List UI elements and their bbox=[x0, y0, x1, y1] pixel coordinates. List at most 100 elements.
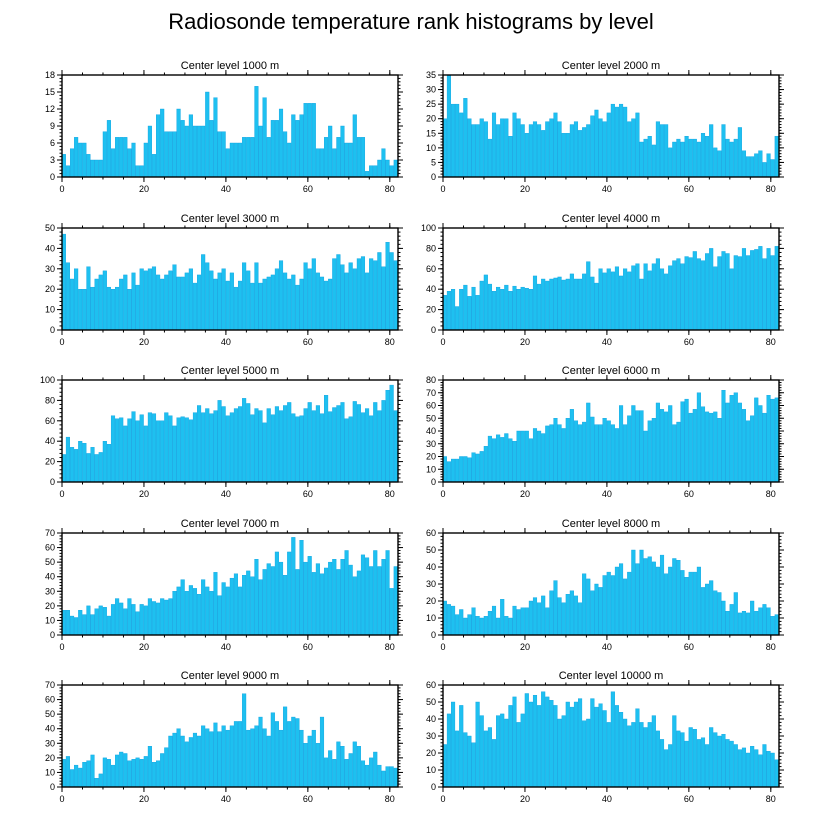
histogram-bar bbox=[524, 430, 529, 483]
histogram-bar bbox=[115, 598, 120, 636]
histogram-bar bbox=[672, 141, 677, 178]
histogram-bar bbox=[508, 705, 513, 788]
histogram-bar bbox=[549, 118, 554, 178]
x-tick-label: 60 bbox=[684, 642, 694, 652]
histogram-bar bbox=[262, 97, 267, 178]
y-tick-label: 0 bbox=[431, 782, 436, 792]
histogram-bar bbox=[340, 264, 345, 331]
histogram-bar bbox=[684, 577, 689, 636]
y-tick-label: 60 bbox=[426, 680, 436, 690]
histogram-bar bbox=[385, 550, 390, 636]
histogram-bar bbox=[561, 602, 566, 636]
histogram-bar bbox=[229, 725, 234, 788]
histogram-bar bbox=[619, 103, 624, 178]
histogram-bar bbox=[737, 749, 742, 788]
histogram-bar bbox=[283, 405, 288, 483]
histogram-bar bbox=[754, 397, 759, 483]
histogram-bar bbox=[123, 608, 128, 636]
histogram-bar bbox=[729, 395, 734, 483]
histogram-bar bbox=[348, 416, 353, 483]
histogram-bar bbox=[115, 418, 120, 483]
histogram-bar bbox=[295, 120, 300, 178]
y-tick-label: 10 bbox=[426, 464, 436, 474]
histogram-bar bbox=[504, 118, 509, 178]
histogram-bar bbox=[709, 580, 714, 636]
histogram-bar bbox=[369, 258, 374, 331]
histogram-bar bbox=[69, 447, 75, 483]
histogram-bar bbox=[655, 258, 660, 331]
histogram-bar bbox=[160, 420, 165, 483]
histogram-bar bbox=[545, 696, 550, 788]
histogram-bar bbox=[262, 569, 267, 636]
histogram-bar bbox=[610, 691, 615, 788]
x-tick-label: 0 bbox=[59, 489, 64, 499]
y-tick-label: 10 bbox=[45, 305, 55, 315]
y-tick-label: 100 bbox=[40, 375, 55, 385]
panel-title: Center level 10000 m bbox=[559, 670, 664, 682]
histogram-bar bbox=[746, 752, 751, 788]
histogram-bar bbox=[377, 252, 382, 331]
y-tick-label: 30 bbox=[426, 731, 436, 741]
histogram-bar bbox=[709, 124, 714, 178]
histogram-bar bbox=[496, 715, 501, 788]
histogram-bar bbox=[188, 585, 193, 636]
histogram-bar bbox=[479, 280, 484, 331]
histogram-bar bbox=[524, 133, 529, 178]
x-tick-label: 60 bbox=[684, 184, 694, 194]
histogram-bar bbox=[266, 408, 271, 483]
histogram-bar bbox=[270, 414, 275, 483]
histogram-bar bbox=[758, 150, 763, 178]
histogram-bar bbox=[151, 266, 157, 331]
histogram-bar bbox=[176, 417, 181, 483]
histogram-bar bbox=[475, 124, 480, 178]
histogram-bar bbox=[393, 260, 398, 331]
histogram-bar bbox=[94, 159, 99, 178]
histogram-bar bbox=[65, 610, 70, 636]
histogram-bar bbox=[578, 278, 583, 331]
histogram-bar bbox=[717, 592, 722, 636]
histogram-bar bbox=[110, 764, 116, 788]
histogram-bar bbox=[614, 566, 619, 636]
histogram-bar bbox=[119, 137, 124, 178]
histogram-bar bbox=[147, 746, 152, 788]
panel-title: Center level 2000 m bbox=[562, 60, 660, 72]
panel-title: Center level 8000 m bbox=[562, 518, 660, 530]
histogram-bar bbox=[647, 556, 652, 636]
histogram-bar bbox=[762, 258, 767, 331]
histogram-bar bbox=[705, 253, 710, 331]
histogram-bar bbox=[246, 270, 251, 331]
histogram-bar bbox=[557, 276, 562, 331]
histogram-bar bbox=[168, 598, 173, 636]
histogram-bar bbox=[143, 756, 148, 788]
x-tick-label: 20 bbox=[139, 337, 149, 347]
histogram-bar bbox=[188, 419, 193, 483]
histogram-bar bbox=[553, 112, 558, 178]
histogram-bar bbox=[217, 400, 222, 483]
histogram-bar bbox=[188, 114, 193, 178]
histogram-bar bbox=[205, 91, 210, 178]
histogram-bar bbox=[311, 258, 316, 331]
histogram-bar bbox=[274, 406, 279, 483]
histogram-bar bbox=[614, 106, 619, 178]
histogram-bar bbox=[82, 614, 87, 636]
histogram-bar bbox=[721, 600, 726, 636]
histogram-bar bbox=[553, 705, 558, 788]
histogram-bar bbox=[344, 142, 349, 178]
histogram-bar bbox=[233, 408, 238, 483]
histogram-bar bbox=[348, 753, 353, 788]
histogram-bar bbox=[287, 402, 292, 483]
histogram-bar bbox=[102, 757, 107, 788]
x-tick-label: 0 bbox=[440, 642, 445, 652]
y-tick-label: 60 bbox=[45, 695, 55, 705]
histogram-bar bbox=[340, 125, 345, 178]
histogram-bar bbox=[172, 591, 177, 636]
histogram-bar bbox=[758, 405, 763, 483]
histogram-bar bbox=[557, 424, 562, 483]
histogram-bar bbox=[213, 410, 218, 483]
chart-panel: Center level 10000 m 0 10 20 30 40 50 60 0 20 40 60… bbox=[426, 670, 784, 804]
histogram-bar bbox=[446, 604, 451, 636]
histogram-bar bbox=[176, 108, 181, 178]
x-tick-label: 80 bbox=[766, 489, 776, 499]
histogram-bar bbox=[213, 278, 218, 331]
